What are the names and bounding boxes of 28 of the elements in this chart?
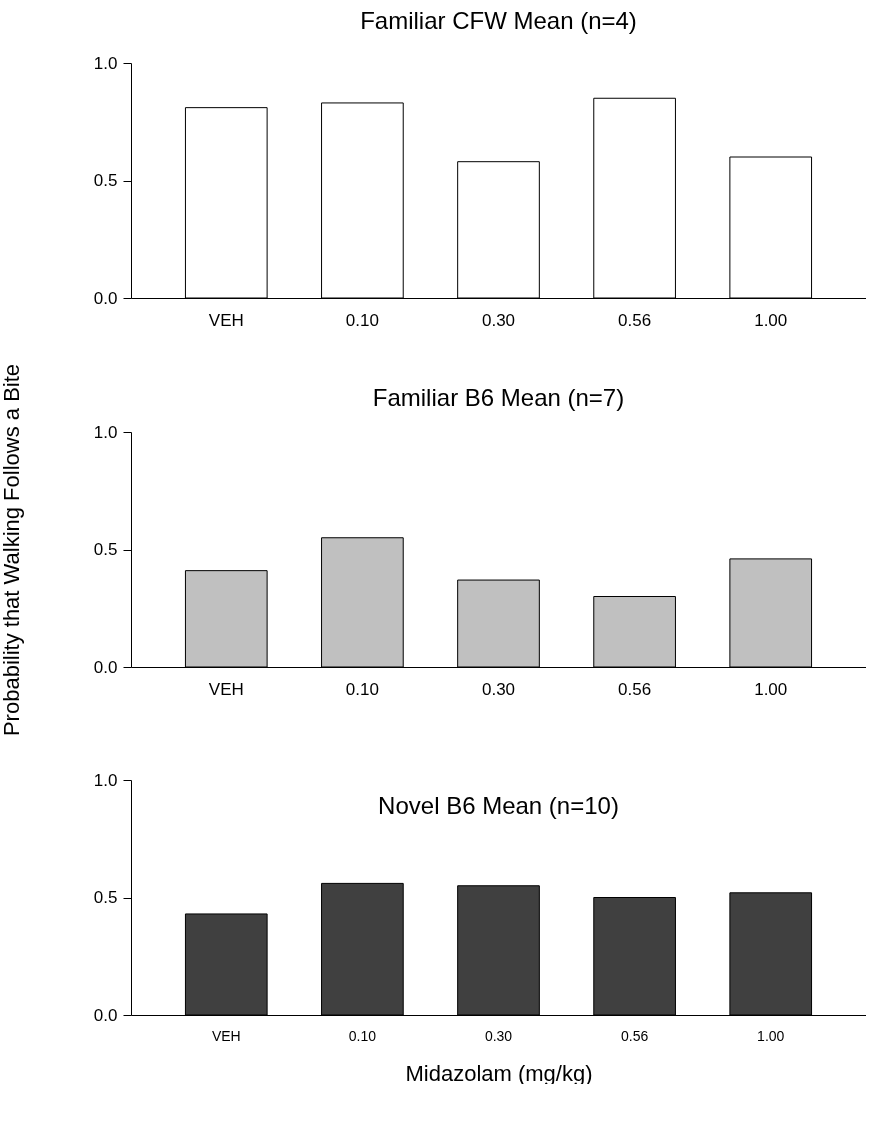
x-tick-label: 0.30: [481, 310, 516, 330]
y-tick-label: 1.0: [93, 770, 118, 790]
x-tick-label: 0.10: [345, 679, 379, 699]
x-tick-label: 0.56: [618, 679, 652, 699]
x-tick-label: 0.56: [620, 1027, 649, 1044]
y-tick-label: 0.5: [93, 888, 118, 907]
x-tick-label: 0.30: [481, 679, 516, 699]
y-tick-label: 0.0: [93, 657, 118, 677]
x-tick-label: 0.56: [618, 310, 652, 330]
x-tick-label: 0.30: [484, 1027, 513, 1044]
y-tick-label: 0.0: [93, 288, 118, 308]
y-axis-title: Probability that Walking Follows a Bite: [0, 363, 24, 737]
chart-title: Familiar B6 Mean (n=7): [372, 384, 625, 412]
y-tick-label: 1.0: [93, 53, 118, 73]
y-tick-label: 1.0: [93, 422, 118, 442]
x-tick-label: 1.00: [754, 679, 788, 699]
x-tick-label: VEH: [211, 1027, 241, 1044]
text: Novel B6 Mean (n=10): [378, 792, 619, 819]
x-tick-label: 1.00: [754, 310, 788, 330]
y-tick-label: 0.0: [93, 1005, 118, 1025]
x-tick-label: VEH: [208, 679, 244, 699]
x-tick-label: 0.10: [345, 310, 379, 330]
x-tick-label: 1.00: [757, 1027, 785, 1044]
y-tick-label: 0.5: [93, 540, 118, 559]
y-tick-label: 0.5: [93, 171, 118, 190]
chart-title: Familiar CFW Mean (n=4): [360, 7, 637, 34]
x-tick-label: VEH: [208, 310, 244, 330]
x-tick-label: 0.10: [348, 1027, 377, 1044]
